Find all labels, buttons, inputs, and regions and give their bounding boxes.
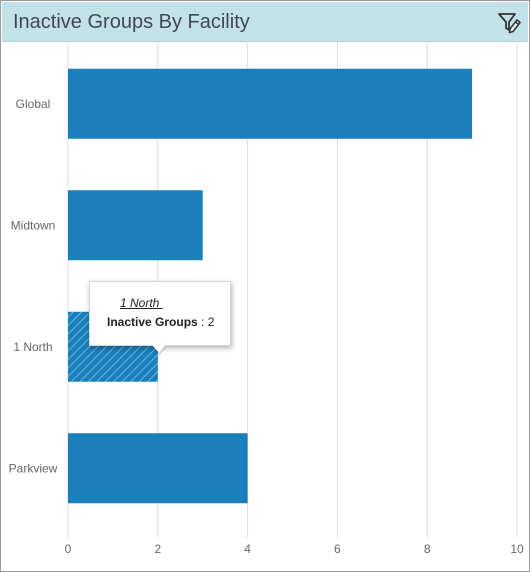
bar-chart-svg: 0 2 4 6 8 10 Global Midtown 1 North Parkview bbox=[9, 43, 524, 556]
widget-title: Inactive Groups By Facility bbox=[13, 11, 250, 33]
bar-chart: 0 2 4 6 8 10 Global Midtown 1 North Parkview bbox=[2, 43, 528, 570]
tooltip-title: 1 North bbox=[120, 296, 163, 310]
chart-tooltip: 1 North Inactive Groups : 2 bbox=[89, 281, 231, 353]
x-tick-label: 2 bbox=[154, 542, 161, 556]
x-tick-label: 6 bbox=[334, 542, 341, 556]
tooltip-pointer bbox=[152, 345, 166, 353]
tooltip-row: Inactive Groups : 2 bbox=[107, 315, 214, 329]
bar-midtown[interactable] bbox=[68, 190, 203, 261]
y-category-label: Parkview bbox=[9, 461, 58, 475]
tooltip-value: 2 bbox=[207, 315, 215, 329]
widget-header: Inactive Groups By Facility bbox=[2, 2, 528, 42]
y-category-label: Global bbox=[16, 97, 51, 111]
x-tick-label: 4 bbox=[244, 542, 251, 556]
tooltip-separator: : bbox=[197, 315, 208, 329]
bar-parkview[interactable] bbox=[68, 433, 248, 504]
tooltip-series-label: Inactive Groups bbox=[107, 315, 198, 329]
y-category-label: Midtown bbox=[11, 218, 56, 232]
x-tick-label: 8 bbox=[424, 542, 431, 556]
bar-global[interactable] bbox=[68, 68, 473, 139]
x-tick-label: 10 bbox=[510, 542, 524, 556]
y-category-label: 1 North bbox=[13, 340, 52, 354]
x-tick-label: 0 bbox=[65, 542, 72, 556]
filter-edit-icon[interactable] bbox=[496, 9, 522, 35]
